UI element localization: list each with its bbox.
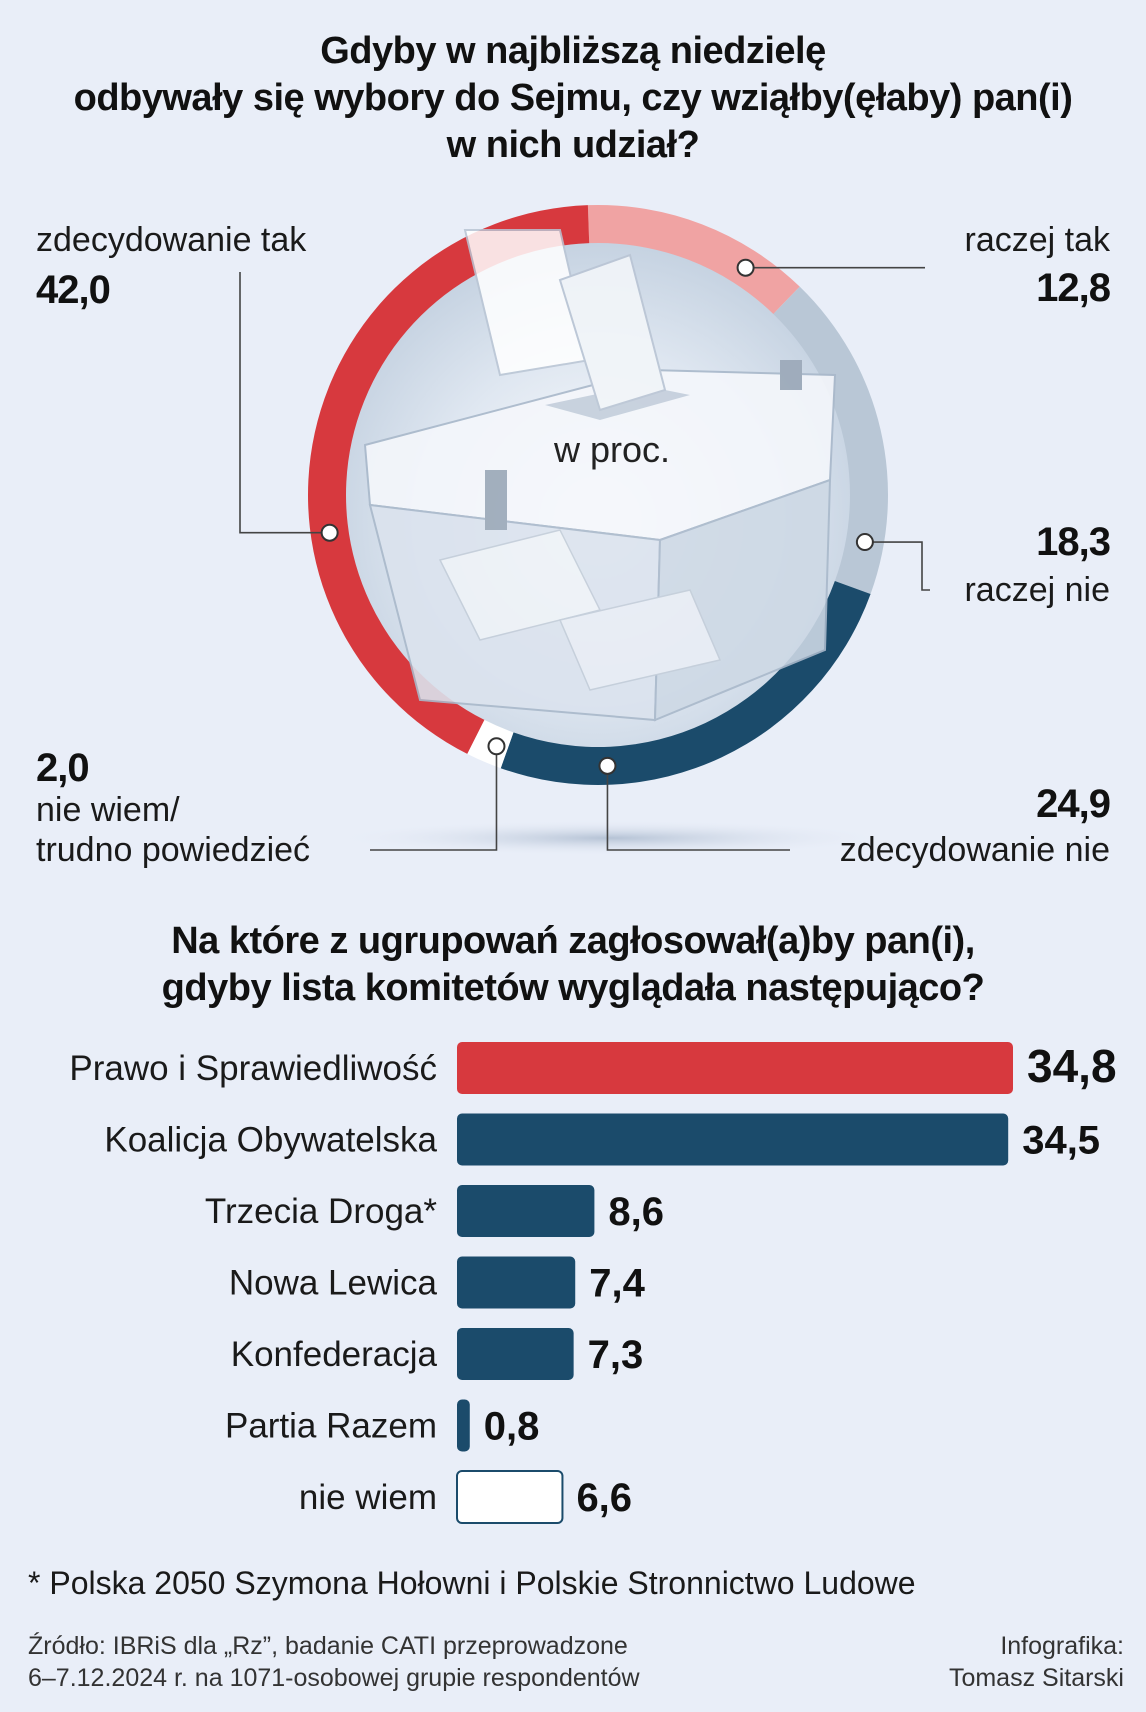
chart-title-parties: Na które z ugrupowań zagłosował(a)by pan… — [0, 918, 1146, 1012]
value-raczej-nie: 18,3 — [1036, 520, 1111, 564]
bar-label-konfederacja: Konfederacja — [231, 1335, 438, 1374]
label-raczej-nie: raczej nie — [964, 571, 1110, 609]
label-nie-wiem-line1: nie wiem/ — [36, 791, 180, 829]
source-note: Źródło: IBRiS dla „Rz”, badanie CATI prz… — [28, 1630, 640, 1694]
credit-line: Tomasz Sitarski — [948, 1664, 1124, 1692]
source-line: Źródło: IBRiS dla „Rz”, badanie CATI prz… — [28, 1632, 628, 1660]
bar-konfederacja — [457, 1328, 574, 1380]
label-zdecydowanie-tak: zdecydowanie tak — [36, 221, 307, 259]
leader-line — [606, 765, 790, 851]
donut-slice-zdecydowanie-tak — [307, 205, 590, 754]
floor-shadow — [330, 820, 890, 856]
bar-label-koalicja-obywatelska: Koalicja Obywatelska — [104, 1121, 437, 1160]
bar-value-partia-razem: 0,8 — [484, 1405, 540, 1449]
bar-trzecia-droga — [457, 1185, 595, 1237]
bar-nie-wiem — [456, 1470, 564, 1524]
bar-value-koalicja-obywatelska: 34,5 — [1022, 1119, 1100, 1163]
source-line: 6–7.12.2024 r. na 1071-osobowej grupie r… — [28, 1664, 640, 1692]
bar-nowa-lewica — [457, 1256, 576, 1309]
donut-slice-raczej-tak — [587, 205, 800, 314]
leader-lines — [239, 258, 930, 851]
value-zdecydowanie-tak: 42,0 — [36, 268, 111, 312]
bar-value-nowa-lewica: 7,4 — [589, 1262, 645, 1306]
credit-line: Infografika: — [1000, 1632, 1124, 1660]
leader-marker — [736, 258, 755, 277]
title-line: odbywały się wybory do Sejmu, czy wziąłb… — [73, 77, 1073, 119]
title-line: Gdyby w najbliższą niedzielę — [320, 30, 826, 72]
bar-koalicja-obywatelska — [457, 1113, 1009, 1166]
leader-line — [370, 746, 498, 851]
leader-marker — [320, 523, 339, 542]
footnote: * Polska 2050 Szymona Hołowni i Polskie … — [28, 1565, 916, 1601]
bar-chart: Prawo i Sprawiedliwość 34,8 Koalicja Obywa… — [69, 1040, 1117, 1524]
label-nie-wiem-line2: trudno powiedzieć — [36, 831, 311, 869]
bar-value-trzecia-droga: 8,6 — [608, 1190, 664, 1234]
bar-label-nie-wiem: nie wiem — [299, 1478, 437, 1517]
label-raczej-tak: raczej tak — [964, 221, 1111, 259]
bar-partia-razem — [457, 1399, 470, 1452]
value-zdecydowanie-nie: 24,9 — [1036, 782, 1111, 826]
leader-marker — [598, 756, 617, 775]
bar-label-nowa-lewica: Nowa Lewica — [229, 1264, 438, 1303]
donut-slice-zdecydowanie-nie — [500, 581, 871, 785]
title-line: w nich udział? — [446, 124, 700, 166]
ballot-box-icon — [363, 229, 837, 722]
bar-label-partia-razem: Partia Razem — [225, 1407, 437, 1446]
bar-value-prawo-i-sprawiedliwość: 34,8 — [1027, 1040, 1117, 1092]
donut-slices — [307, 205, 888, 785]
bar-label-prawo-i-sprawiedliwość: Prawo i Sprawiedliwość — [69, 1049, 437, 1088]
bar-value-nie-wiem: 6,6 — [576, 1476, 632, 1520]
bar-value-konfederacja: 7,3 — [588, 1333, 644, 1377]
credit: Infografika: Tomasz Sitarski — [949, 1630, 1124, 1694]
bar-prawo-i-sprawiedliwość — [457, 1042, 1013, 1094]
donut-chart: w proc. — [239, 205, 930, 856]
title-line: Na które z ugrupowań zagłosował(a)by pan… — [171, 920, 975, 962]
title-line: gdyby lista komitetów wyglądała następuj… — [161, 967, 985, 1009]
chart-title-turnout: Gdyby w najbliższą niedzielę odbywały si… — [0, 28, 1146, 169]
value-nie-wiem: 2,0 — [36, 746, 90, 790]
label-zdecydowanie-nie: zdecydowanie nie — [839, 831, 1110, 869]
unit-label: w proc. — [553, 429, 670, 470]
leader-marker — [855, 533, 874, 552]
value-raczej-tak: 12,8 — [1036, 266, 1111, 310]
leader-line — [864, 541, 930, 591]
leader-marker — [487, 737, 506, 756]
leader-line — [239, 272, 330, 534]
donut-slice-raczej-nie — [773, 286, 888, 594]
bar-label-trzecia-droga: Trzecia Droga* — [205, 1192, 437, 1231]
